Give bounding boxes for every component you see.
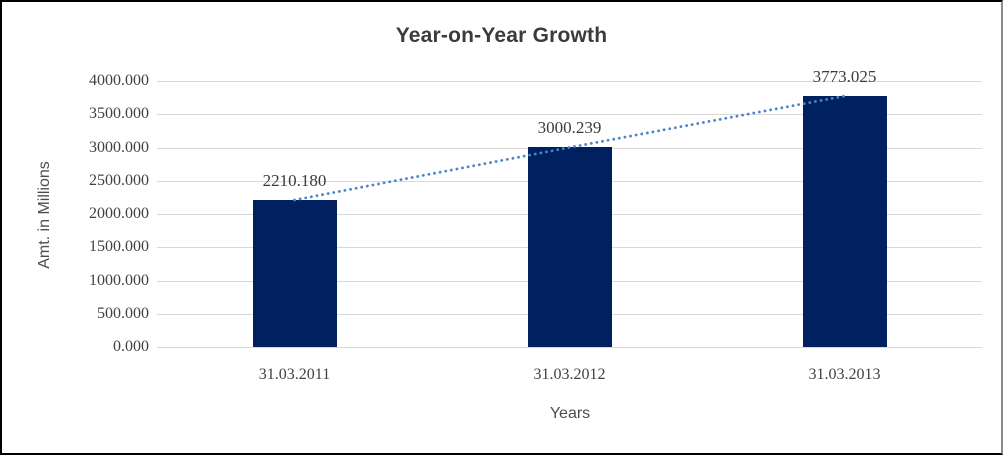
y-axis-tick-label: 0.000 bbox=[113, 338, 149, 355]
bar bbox=[252, 200, 337, 347]
gridline bbox=[157, 81, 982, 82]
bar bbox=[802, 96, 887, 347]
y-axis-tick-label: 3500.000 bbox=[89, 105, 149, 123]
y-axis-tick-label: 1500.000 bbox=[89, 238, 149, 256]
x-axis-title: Years bbox=[549, 405, 591, 422]
y-axis-tick-label: 500.000 bbox=[97, 304, 149, 322]
gridline bbox=[157, 347, 982, 348]
y-axis-tick-label: 2000.000 bbox=[89, 205, 149, 222]
x-axis-tick-label: 31.03.2012 bbox=[533, 366, 606, 383]
chart-title: Year-on-Year Growth bbox=[395, 24, 608, 47]
y-axis-tick-label: 1000.000 bbox=[89, 271, 149, 289]
bar-data-label: 3000.239 bbox=[537, 118, 602, 138]
bar bbox=[527, 147, 612, 347]
x-axis-tick-label: 31.03.2013 bbox=[808, 366, 881, 383]
y-axis-tick-label: 2500.000 bbox=[89, 171, 149, 189]
bar-data-label: 2210.180 bbox=[262, 171, 327, 191]
x-axis-tick-label: 31.03.2011 bbox=[258, 366, 331, 383]
y-axis-tick-label: 4000.000 bbox=[89, 72, 149, 89]
bar-data-label: 3773.025 bbox=[812, 67, 877, 87]
y-axis-tick-label: 3000.000 bbox=[89, 138, 149, 156]
